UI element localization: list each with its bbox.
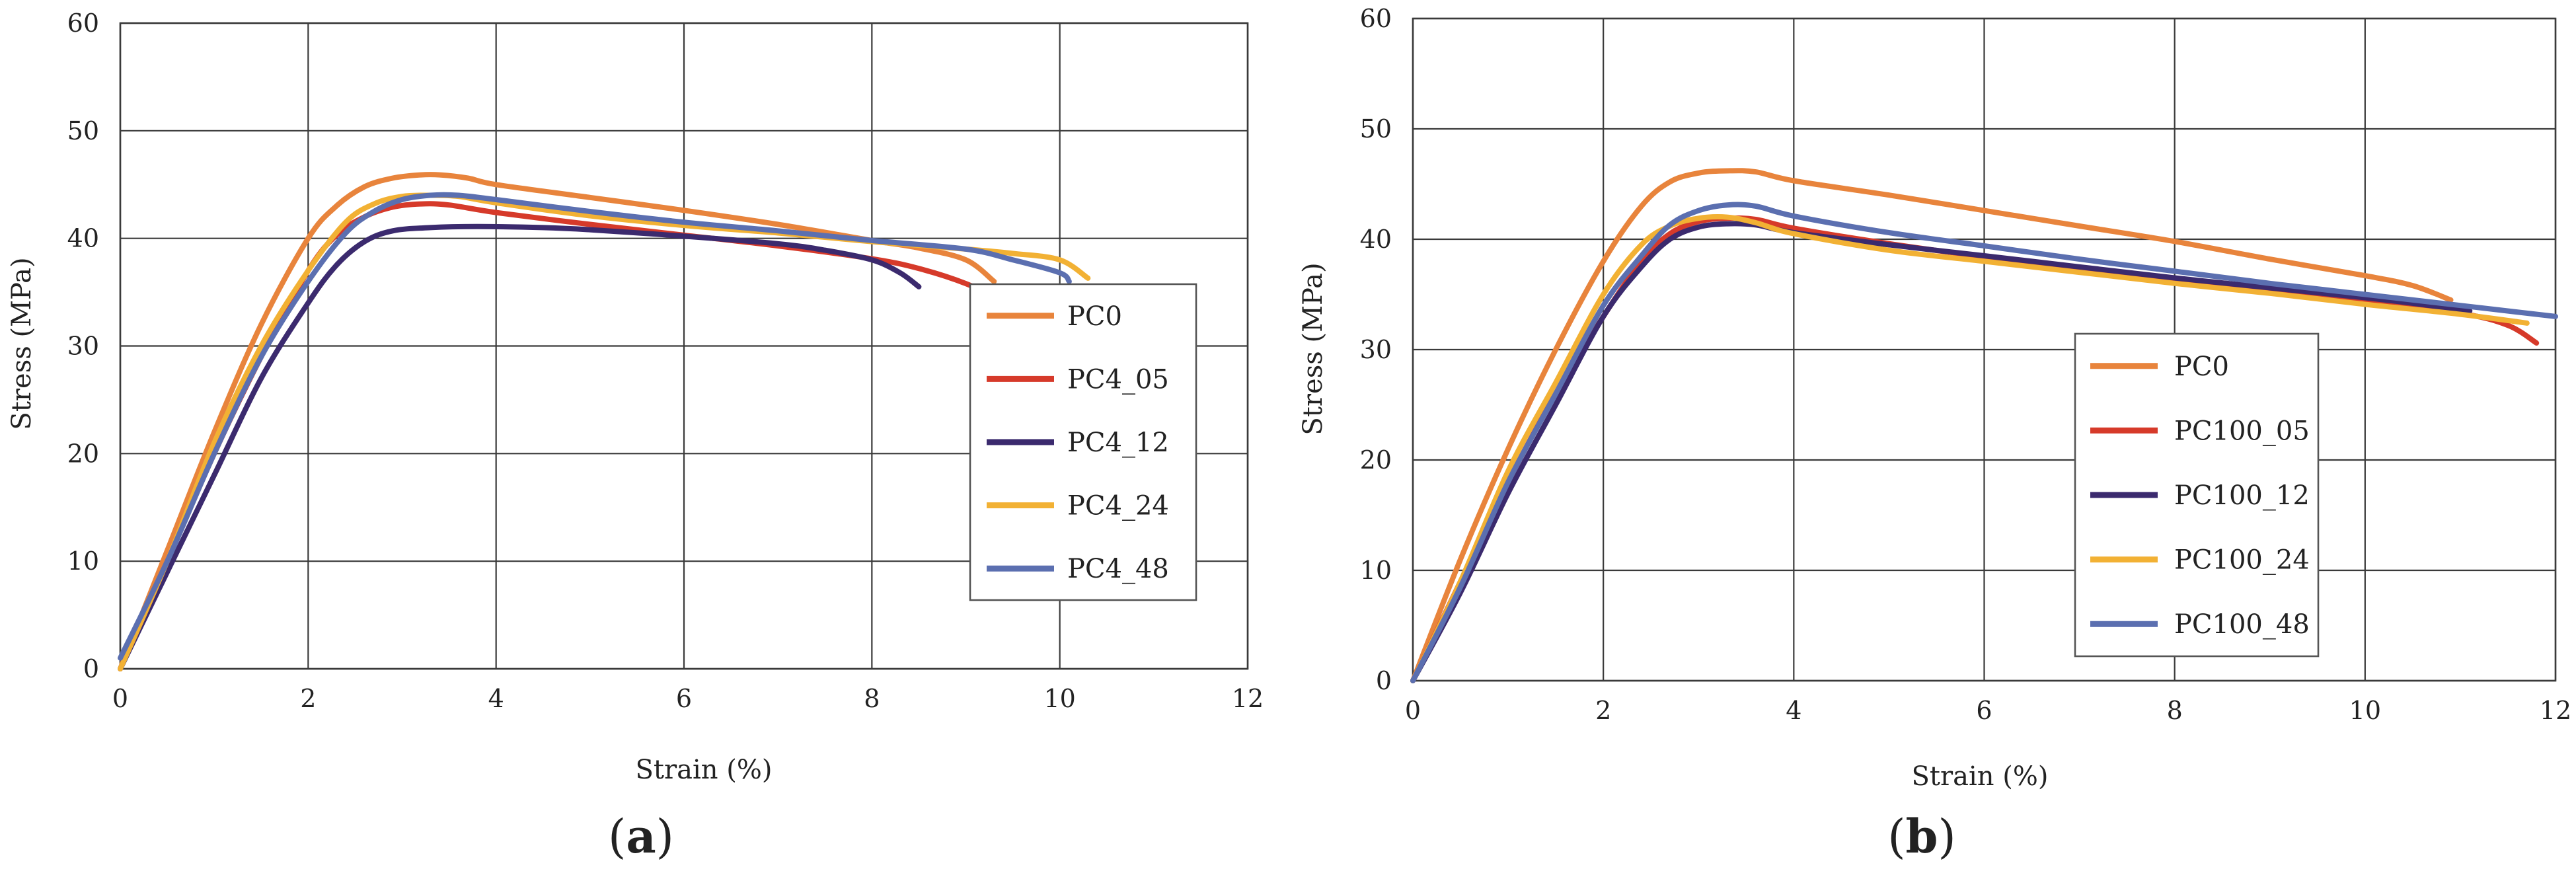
panel-b-y-tick-label: 40 — [1360, 225, 1392, 254]
panel-b-y-tick-label: 20 — [1360, 445, 1392, 475]
panel-a-legend-label: PC4_24 — [1067, 491, 1169, 521]
panel-a-x-tick-label: 8 — [864, 684, 880, 713]
panel-a-legend-entries: PC0 PC4_05 PC4_12 PC4_24 PC4_48 — [987, 301, 1169, 584]
panel-a-chart: 0 2 4 6 8 10 12 0 10 20 30 40 50 60 Strain (%) Stress… — [7, 9, 1264, 864]
panel-b-y-tick-label: 60 — [1360, 4, 1392, 33]
panel-b-y-axis-label: Stress (MPa) — [1298, 262, 1328, 435]
panel-b-legend-label: PC100_48 — [2174, 609, 2310, 640]
panel-a-x-tick-label: 0 — [112, 684, 128, 713]
panel-a-series-line-pc4-12 — [118, 223, 922, 671]
panel-a-series-line-pc0 — [118, 172, 997, 671]
panel-a-legend: PC0 PC4_05 PC4_12 PC4_24 PC4_48 — [969, 283, 1197, 601]
panel-a-plot-frame — [119, 22, 1249, 670]
panel-b-grid — [1412, 17, 2557, 682]
panel-a-x-tick-label: 2 — [300, 684, 316, 713]
panel-a-caption-close-paren: ) — [656, 810, 674, 864]
panel-b-caption-open-paren: ( — [1887, 810, 1905, 864]
panel-a-legend-label: PC4_05 — [1067, 364, 1169, 395]
panel-a-x-tick-label: 12 — [1232, 684, 1264, 713]
panel-a-legend-label: PC4_48 — [1067, 554, 1169, 584]
panel-b-caption: (b) — [1887, 809, 1956, 864]
panel-a-caption-open-paren: ( — [608, 810, 626, 864]
panel-a-y-tick-label: 10 — [67, 547, 99, 576]
panel-a-y-tick-label: 50 — [67, 116, 99, 145]
panel-b-legend-label: PC100_05 — [2174, 416, 2310, 446]
panel-b-series-line-pc100-05 — [1410, 215, 2540, 683]
panel-a-x-tick-label: 10 — [1043, 684, 1075, 713]
panel-b-caption-letter: b — [1906, 809, 1938, 864]
panel-a-legend-label: PC4_12 — [1067, 428, 1169, 458]
panel-b-legend-label: PC100_24 — [2174, 545, 2310, 576]
panel-a-series-line-pc4-48 — [118, 192, 1072, 661]
panel-b-y-tick-label: 50 — [1360, 114, 1392, 143]
panel-b-y-tick-label: 10 — [1360, 556, 1392, 585]
panel-b-x-tick-label: 4 — [1786, 696, 1801, 725]
panel-a-y-tick-label: 60 — [67, 9, 99, 38]
panel-b-chart: 0 2 4 6 8 10 12 0 10 20 30 40 50 60 Strain (%) Stress… — [1298, 4, 2571, 864]
panel-a-series-line-pc4-24 — [118, 192, 1091, 671]
panel-b-legend-entries: PC0 PC100_05 PC100_12 PC100_24 PC100_48 — [2090, 352, 2310, 640]
panel-a-ticks: 0 2 4 6 8 10 12 0 10 20 30 40 50 60 — [67, 9, 1264, 713]
panel-b-legend-label: PC100_12 — [2174, 480, 2310, 511]
panel-b-series-line-pc100-24 — [1410, 214, 2530, 683]
panel-a-series-line-pc4-05 — [118, 201, 997, 671]
panel-a-y-tick-label: 20 — [67, 439, 99, 468]
panel-b-x-tick-label: 12 — [2540, 696, 2571, 725]
panel-b-x-tick-label: 2 — [1595, 696, 1611, 725]
panel-b-x-tick-label: 6 — [1976, 696, 1992, 725]
panel-b-x-tick-label: 0 — [1405, 696, 1421, 725]
panel-a-y-tick-label: 0 — [83, 654, 99, 683]
panel-b-y-tick-label: 30 — [1360, 335, 1392, 364]
panel-b-series-line-pc0 — [1410, 168, 2454, 683]
panel-a-series — [118, 172, 1091, 671]
panel-b-legend-label: PC0 — [2174, 352, 2229, 382]
panel-a-x-tick-label: 6 — [676, 684, 692, 713]
panel-a-caption: (a) — [608, 809, 674, 864]
panel-b-x-tick-label: 10 — [2349, 696, 2381, 725]
panel-b-legend: PC0 PC100_05 PC100_12 PC100_24 PC100_48 — [2074, 332, 2320, 658]
panel-a-caption-letter: a — [626, 809, 656, 864]
panel-a-x-axis-label: Strain (%) — [636, 755, 773, 785]
panel-a-y-axis-label: Stress (MPa) — [7, 257, 37, 430]
panel-b-x-axis-label: Strain (%) — [1912, 761, 2049, 792]
panel-b-ticks: 0 2 4 6 8 10 12 0 10 20 30 40 50 60 — [1360, 4, 2572, 725]
panel-a-y-tick-label: 30 — [67, 332, 99, 361]
panel-b-series — [1410, 168, 2558, 683]
panel-a-legend-label: PC0 — [1067, 301, 1122, 332]
panel-a-x-tick-label: 4 — [488, 684, 504, 713]
panel-b-caption-close-paren: ) — [1938, 810, 1955, 864]
panel-b-series-line-pc100-48 — [1410, 202, 2558, 683]
panel-a-y-tick-label: 40 — [67, 224, 99, 253]
panel-b-plot-frame — [1412, 17, 2557, 682]
panel-b-x-tick-label: 8 — [2167, 696, 2183, 725]
panel-b-y-tick-label: 0 — [1376, 666, 1392, 695]
